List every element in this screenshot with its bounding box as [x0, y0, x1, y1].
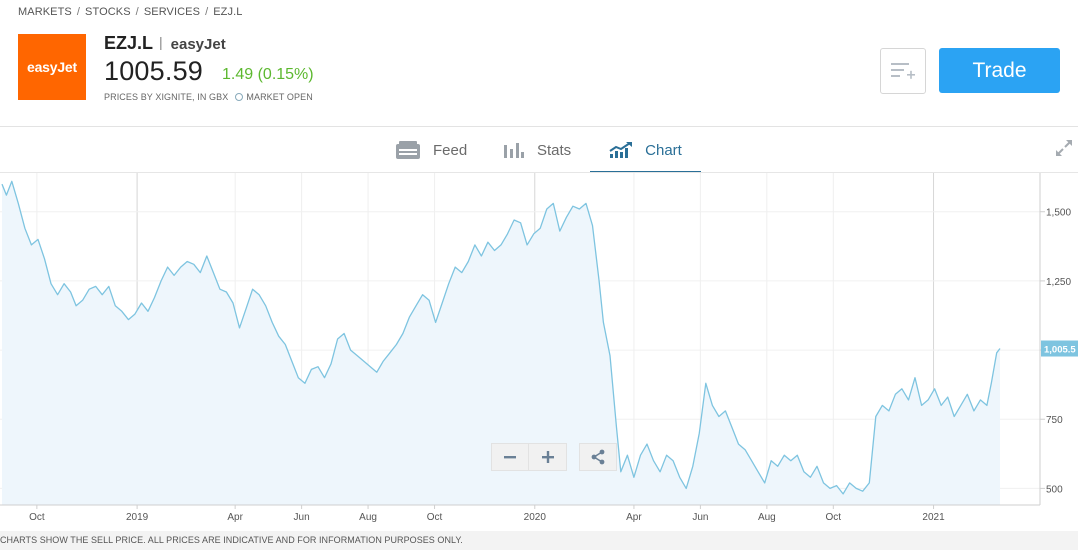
x-tick-label: Aug: [359, 512, 377, 523]
tab-chart-label: Chart: [645, 141, 682, 159]
y-tick-label: 1,500: [1046, 208, 1071, 219]
stats-icon: [504, 143, 524, 158]
breadcrumb-item-markets[interactable]: MARKETS: [18, 6, 72, 18]
x-tick-label: Apr: [626, 512, 642, 523]
x-tick-label: Oct: [826, 512, 842, 523]
minus-icon: [504, 456, 516, 459]
logo-text: easyJet: [27, 59, 77, 75]
instrument-name: easyJet: [170, 36, 226, 53]
zoom-out-button[interactable]: [491, 443, 529, 471]
price-meta: PRICES BY XIGNITE, IN GBX MARKET OPEN: [104, 92, 313, 102]
current-price: 1005.59: [104, 56, 203, 86]
price-chart[interactable]: 5007501,0001,2501,500Oct2019AprJunAugOct…: [0, 173, 1078, 530]
price-area: [2, 181, 1000, 506]
x-tick-label: Jun: [294, 512, 310, 523]
share-button[interactable]: [579, 443, 617, 471]
zoom-in-button[interactable]: [529, 443, 567, 471]
x-tick-label: Aug: [758, 512, 776, 523]
breadcrumb-separator: /: [205, 6, 209, 18]
trade-button[interactable]: Trade: [939, 48, 1060, 93]
breadcrumb-item-services[interactable]: SERVICES: [143, 6, 201, 18]
disclaimer: CHARTS SHOW THE SELL PRICE. ALL PRICES A…: [0, 531, 1078, 550]
plus-icon: [541, 451, 554, 463]
last-price-badge: [1041, 340, 1078, 357]
y-tick-label: 750: [1046, 415, 1063, 426]
expand-icon[interactable]: [1054, 138, 1074, 158]
header-divider: [0, 126, 1078, 127]
x-tick-label: Oct: [427, 512, 443, 523]
y-tick-label: 500: [1046, 484, 1063, 495]
tab-feed[interactable]: Feed: [395, 127, 467, 173]
ticker-symbol: EZJ.L: [104, 33, 154, 53]
breadcrumb-separator: /: [76, 6, 81, 18]
price-chart-svg[interactable]: 5007501,0001,2501,500Oct2019AprJunAugOct…: [0, 173, 1078, 530]
market-status: MARKET OPEN: [246, 92, 313, 102]
tab-feed-label: Feed: [433, 141, 468, 159]
clock-icon: [235, 93, 244, 101]
tab-bar: Feed Stats Chart: [0, 127, 1078, 173]
breadcrumb: MARKETS / STOCKS / SERVICES / EZJ.L: [18, 6, 242, 18]
breadcrumb-item-stocks[interactable]: STOCKS: [85, 6, 131, 18]
instrument-title: EZJ.L | easyJet: [104, 33, 226, 54]
x-tick-label: Jun: [692, 512, 708, 523]
share-icon: [591, 449, 605, 465]
last-price-label: 1,005.5: [1044, 345, 1076, 356]
breadcrumb-item-current: EZJ.L: [213, 6, 243, 18]
x-tick-label: 2021: [922, 512, 945, 523]
x-tick-label: Oct: [29, 512, 45, 523]
title-separator: |: [159, 34, 163, 50]
price-line: [1, 180, 1001, 495]
tab-chart[interactable]: Chart: [590, 127, 701, 173]
list-plus-icon: [891, 63, 915, 79]
chart-icon: [609, 142, 633, 158]
add-to-watchlist-button[interactable]: [880, 48, 926, 94]
tab-stats[interactable]: Stats: [503, 127, 571, 173]
zoom-controls: [491, 443, 567, 471]
feed-icon: [396, 141, 420, 159]
tabs-divider: [0, 172, 1078, 173]
tab-stats-label: Stats: [537, 141, 572, 159]
x-tick-label: Apr: [227, 512, 243, 523]
x-tick-label: 2019: [126, 512, 149, 523]
breadcrumb-separator: /: [135, 6, 139, 18]
y-tick-label: 1,250: [1046, 277, 1071, 288]
price-source: PRICES BY XIGNITE, IN GBX: [104, 92, 229, 102]
instrument-logo: easyJet: [18, 34, 86, 100]
x-tick-label: 2020: [524, 512, 547, 523]
price-change: 1.49 (0.15%): [222, 66, 314, 83]
